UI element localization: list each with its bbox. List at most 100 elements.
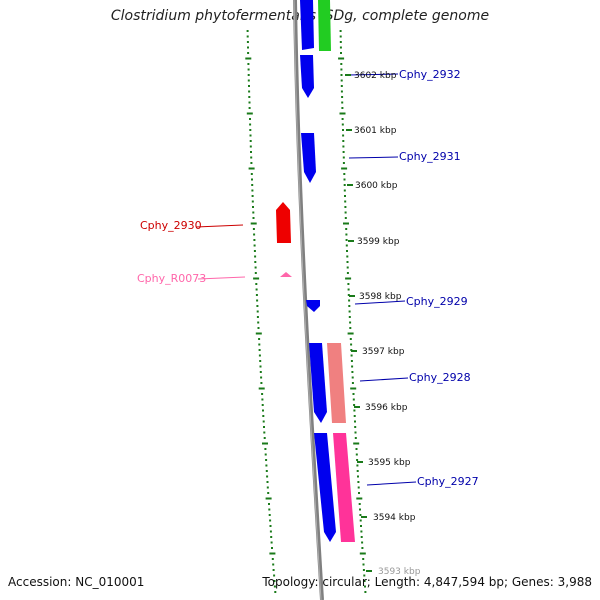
ring-dot [346, 261, 349, 263]
ring-dot [342, 134, 345, 137]
scale-tick [357, 461, 363, 463]
trna-cphy-r0073[interactable] [280, 272, 292, 277]
ring-dot [346, 272, 349, 274]
rrna-feature[interactable] [327, 343, 346, 423]
ring-dot [354, 420, 356, 423]
ring-dot [355, 453, 358, 456]
ring-dot [341, 167, 348, 170]
gene-green-top[interactable] [318, 0, 331, 51]
ring-dot [364, 591, 367, 593]
ring-dot [265, 497, 272, 500]
gene-cphy-2929[interactable] [306, 300, 320, 312]
ring-dot [273, 574, 276, 577]
map-title: Clostridium phytofermentans ISDg, comple… [110, 8, 490, 24]
trna-feature-magenta[interactable] [333, 433, 355, 542]
ring-dot [260, 382, 263, 384]
ring-dot [347, 283, 350, 285]
ring-dot [348, 305, 351, 307]
gene-label-cphy-2932[interactable]: Cphy_2932 [399, 68, 461, 81]
gene-cphy-2927[interactable] [314, 433, 336, 542]
ring-dot [259, 365, 262, 368]
gene-label-cphy-2928[interactable]: Cphy_2928 [409, 371, 471, 384]
ring-dot [347, 294, 350, 296]
ring-dot [249, 134, 252, 137]
gene-label-cphy-2927[interactable]: Cphy_2927 [417, 475, 479, 488]
ring-dot [339, 112, 346, 115]
ring-dot [250, 222, 257, 225]
ring-dot [349, 338, 352, 340]
ring-dot [255, 283, 258, 285]
ring-dot [343, 189, 346, 192]
ring-dot [348, 310, 351, 313]
ring-dot [360, 536, 363, 538]
ring-dot [346, 266, 349, 269]
ring-dot [249, 123, 252, 126]
scale-label-3602: 3602 kbp [354, 71, 397, 81]
ring-dot [338, 57, 345, 60]
gene-cphy-2933[interactable] [300, 0, 314, 50]
ring-dot [248, 85, 250, 87]
ring-dot [251, 178, 253, 181]
ring-dot [349, 321, 352, 324]
ring-dot [358, 503, 361, 505]
ring-dot [342, 145, 345, 148]
ring-dot [253, 233, 256, 236]
ring-dot [356, 459, 359, 461]
gene-cphy-2930[interactable] [276, 202, 291, 243]
ring-dot [256, 316, 259, 318]
ring-dot [360, 525, 362, 527]
ring-dot [359, 552, 366, 555]
label-line-cphy-2928 [359, 377, 409, 382]
ring-dot [261, 404, 264, 406]
ring-dot [254, 266, 257, 269]
scale-label-3593: 3593 kbp [378, 567, 421, 577]
gene-cphy-2931[interactable] [301, 133, 316, 183]
ring-dot [255, 332, 262, 335]
ring-dot [348, 299, 351, 302]
ring-dot [254, 272, 257, 274]
scale-tick [345, 74, 351, 76]
ring-dot [251, 195, 254, 197]
ring-dot [271, 547, 273, 549]
ring-dot [355, 448, 358, 450]
ring-dot [254, 261, 257, 263]
label-line-cphy-2930 [195, 224, 244, 228]
gene-cphy-2928[interactable] [309, 343, 327, 423]
ring-dot [339, 35, 342, 38]
ring-dot [340, 68, 343, 71]
ring-dot [256, 299, 259, 302]
gene-label-cphy-r0073[interactable]: Cphy_R0073 [137, 272, 206, 285]
ring-dot [346, 255, 349, 258]
ring-dot [361, 547, 364, 549]
genome-summary-text: Topology: circular; Length: 4,847,594 bp… [262, 575, 592, 589]
ring-dot [247, 46, 249, 49]
ring-dot [272, 563, 275, 566]
scale-tick [347, 184, 353, 186]
gene-cphy-2932[interactable] [300, 55, 314, 98]
scale-label-3601: 3601 kbp [354, 126, 397, 136]
ring-dot [255, 288, 258, 291]
ring-dot [248, 107, 251, 109]
ring-dot [250, 173, 253, 175]
ring-dot [353, 442, 360, 445]
ring-dot [341, 107, 344, 109]
ring-dot [247, 68, 250, 71]
ring-dot [343, 184, 346, 186]
gene-label-cphy-2930[interactable]: Cphy_2930 [140, 219, 202, 232]
ring-dot [351, 371, 354, 373]
ring-dot [353, 409, 356, 412]
ring-dot [266, 481, 269, 483]
ring-dot [341, 101, 344, 104]
ring-dot [246, 30, 249, 32]
ring-dot [350, 343, 353, 346]
gene-label-cphy-2931[interactable]: Cphy_2931 [399, 150, 461, 163]
ring-dot [362, 569, 365, 571]
ring-dot [259, 371, 262, 373]
ring-dot [340, 74, 343, 76]
ring-dot [247, 74, 250, 76]
ring-dot [250, 162, 253, 164]
ring-dot [247, 52, 250, 54]
label-line-cphy-2929 [354, 300, 406, 305]
scale-tick [366, 570, 372, 572]
gene-label-cphy-2929[interactable]: Cphy_2929 [406, 295, 468, 308]
